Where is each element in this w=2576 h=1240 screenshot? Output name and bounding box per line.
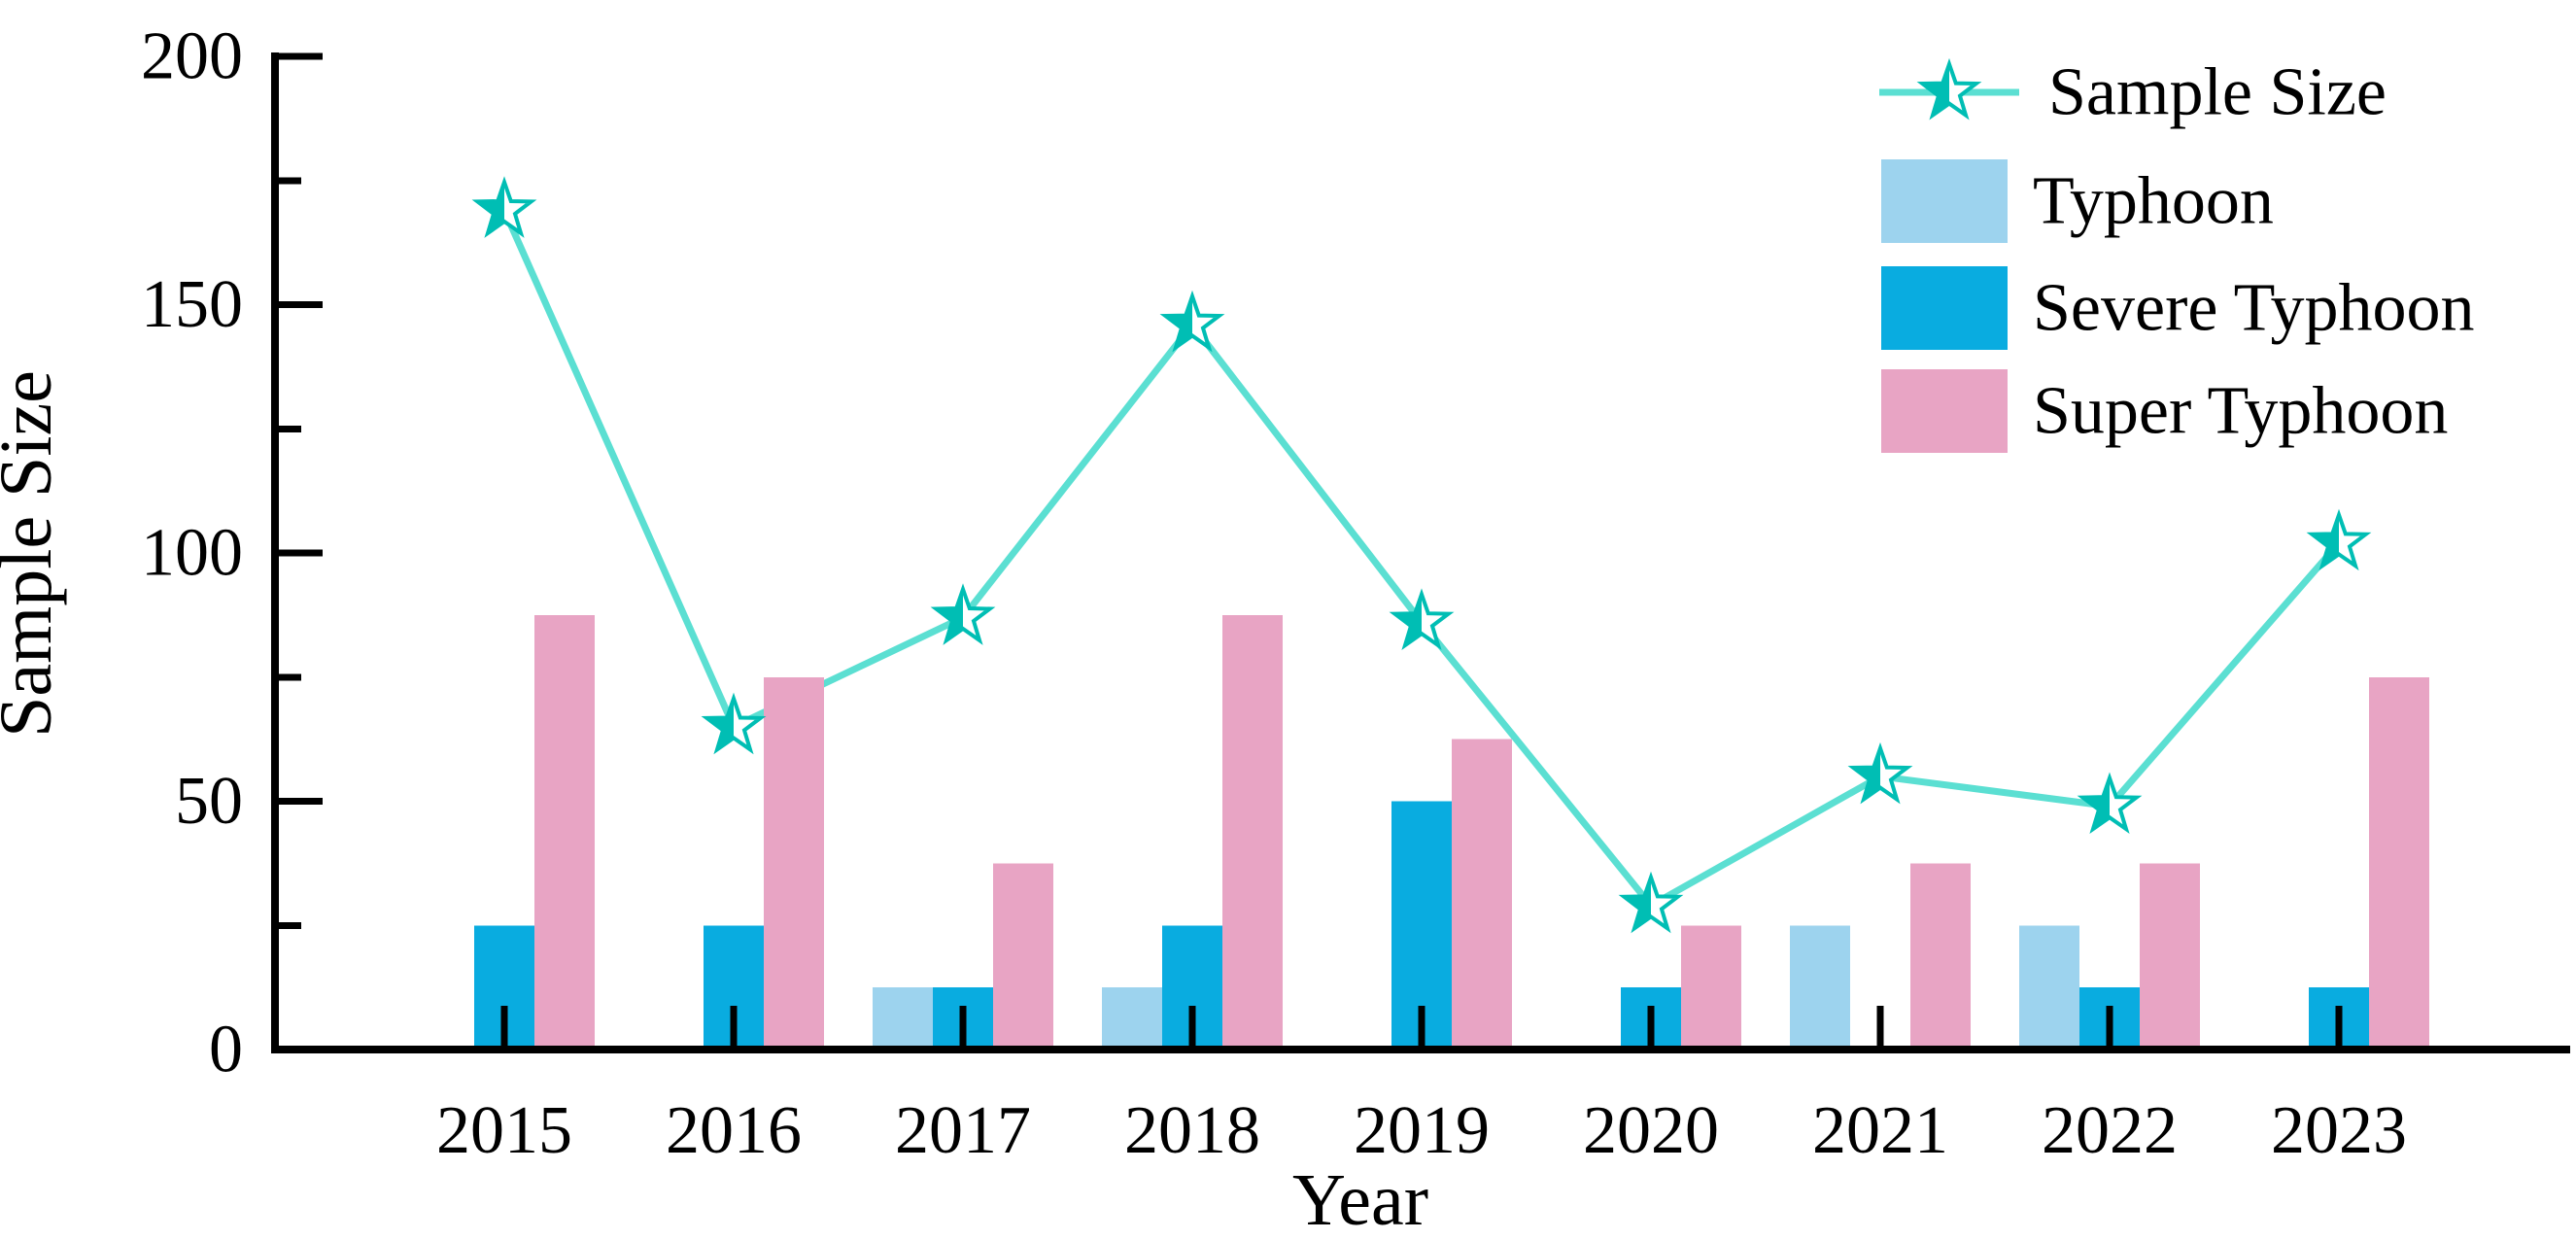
x-tick-label-2020: 2020 [1583,1093,1719,1168]
x-tick-label-2021: 2021 [1812,1093,1948,1168]
star-marker-2022-fill [2082,777,2110,830]
bar-typhoon-2022 [2019,925,2079,1050]
y-ticks-layer [279,52,323,929]
star-marker-2018-outline [1159,290,1225,353]
star-markers-layer [471,176,2372,934]
legend-star-marker-outline [1916,57,1982,121]
bar-typhoon-2018 [1102,987,1162,1050]
star-marker-2016-fill [706,698,734,750]
star-marker-2019-outline [1389,588,1455,650]
x-tick-label-2022: 2022 [2042,1093,2178,1168]
legend-label-super-typhoon: Super Typhoon [2033,374,2448,449]
bar-super-typhoon-2022 [2140,863,2200,1050]
legend: Sample Size Typhoon Severe Typhoon Super Ty… [1879,55,2475,453]
legend-swatch-typhoon [1881,159,2008,243]
bar-super-typhoon-2021 [1910,863,1971,1050]
tick-labels-layer: 0 50 100 150 200 2015 2016 2017 2018 2019 2020 2021… [141,19,2407,1169]
bar-series-typhoon [873,925,2079,1050]
bar-super-typhoon-2019 [1452,739,1512,1050]
x-ticks-layer [500,1006,2343,1050]
x-tick-label-2015: 2015 [436,1093,572,1168]
x-tick-label-2016: 2016 [666,1093,802,1168]
star-marker-2020-fill [1624,877,1651,929]
star-marker-2019-fill [1394,594,1422,645]
legend-label-typhoon: Typhoon [2033,164,2274,239]
y-tick-label-0: 0 [209,1013,243,1087]
star-marker-2021-fill [1853,748,1880,800]
bar-super-typhoon-2016 [764,676,824,1050]
star-marker-2022-outline [2077,772,2143,835]
bar-series-severe-typhoon [474,801,2369,1050]
bar-typhoon-2017 [873,987,933,1050]
star-marker-2016-outline [701,692,767,755]
axes-layer [271,52,2570,1053]
x-axis-title: Year [1292,1159,1428,1240]
x-tick-label-2018: 2018 [1124,1093,1260,1168]
x-tick-label-2017: 2017 [895,1093,1031,1168]
bar-super-typhoon-2020 [1681,925,1741,1050]
legend-star-marker-fill [1922,64,1949,116]
bar-typhoon-2021 [1790,925,1850,1050]
star-marker-2021-outline [1847,741,1913,805]
legend-swatch-super-typhoon [1881,369,2008,453]
bars-layer [474,614,2429,1050]
y-tick-label-200: 200 [141,19,243,94]
star-marker-2023-fill [2312,514,2339,567]
star-marker-2017-outline [930,583,996,645]
star-marker-2018-fill [1165,295,1192,348]
bar-series-super-typhoon [534,614,2429,1050]
y-tick-label-100: 100 [141,516,243,591]
star-marker-2017-fill [936,589,963,640]
legend-label-severe-typhoon: Severe Typhoon [2033,271,2475,346]
star-marker-2020-outline [1618,871,1684,934]
x-tick-label-2023: 2023 [2271,1093,2407,1168]
star-marker-2015-outline [471,176,537,238]
bar-super-typhoon-2015 [534,614,595,1050]
y-tick-label-50: 50 [175,764,243,839]
y-tick-label-150: 150 [141,267,243,342]
bar-super-typhoon-2018 [1222,614,1283,1050]
star-marker-2015-fill [477,182,504,233]
bar-super-typhoon-2023 [2369,676,2429,1050]
y-axis-title: Sample Size [0,370,67,738]
star-marker-2023-outline [2306,508,2372,571]
legend-swatch-severe-typhoon [1881,266,2008,350]
legend-label-sample-size: Sample Size [2048,55,2387,130]
bar-super-typhoon-2017 [993,863,1053,1050]
x-tick-label-2019: 2019 [1354,1093,1490,1168]
